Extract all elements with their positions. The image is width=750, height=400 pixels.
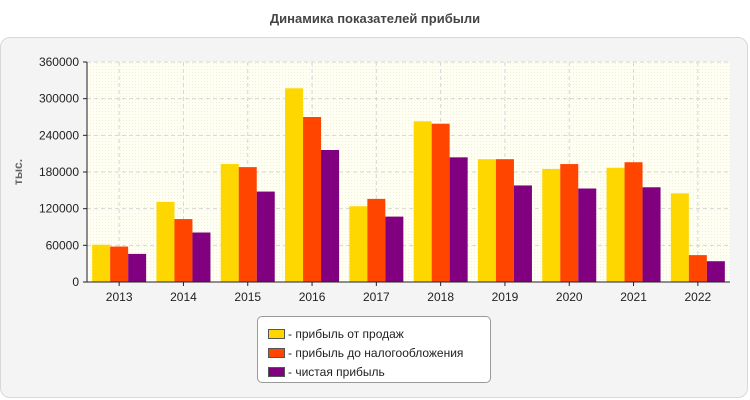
- x-tick-label: 2019: [492, 290, 519, 304]
- bars: [92, 88, 725, 283]
- y-tick-label: 360000: [39, 55, 79, 69]
- y-tick-label: 0: [72, 275, 79, 289]
- legend-swatch-sales-profit: [268, 328, 285, 339]
- bar-2020-series-0: [542, 168, 561, 282]
- bar-2015-series-2: [256, 191, 275, 282]
- bar-2019-series-2: [513, 185, 532, 282]
- bar-2016-series-0: [285, 88, 304, 283]
- y-tick-label: 60000: [46, 238, 80, 252]
- chart-title: Динамика показателей прибыли: [269, 11, 481, 26]
- bar-2021-series-0: [606, 167, 625, 282]
- legend-label-net-profit: - чистая прибыль: [288, 364, 385, 379]
- bar-2020-series-2: [578, 188, 597, 282]
- legend-item-net-profit: - чистая прибыль: [268, 362, 490, 381]
- bar-2013-series-0: [92, 244, 111, 282]
- bar-2019-series-1: [495, 159, 514, 282]
- x-tick-label: 2016: [299, 290, 326, 304]
- bar-2013-series-2: [128, 253, 147, 282]
- bar-2014-series-2: [192, 232, 211, 282]
- legend-item-pretax-profit: - прибыль до налогообложения: [268, 343, 490, 362]
- x-tick-label: 2020: [556, 290, 583, 304]
- legend-label-pretax-profit: - прибыль до налогообложения: [288, 345, 464, 360]
- bar-2018-series-2: [449, 157, 468, 282]
- legend-swatch-net-profit: [268, 366, 285, 377]
- y-tick-label: 240000: [39, 128, 79, 142]
- x-tick-label: 2022: [684, 290, 711, 304]
- bar-2013-series-1: [110, 246, 129, 282]
- y-tick-label: 300000: [39, 92, 79, 106]
- legend: - прибыль от продаж - прибыль до налогоо…: [257, 316, 491, 383]
- bar-2014-series-0: [156, 201, 175, 282]
- legend-label-sales-profit: - прибыль от продаж: [288, 326, 404, 341]
- bar-2014-series-1: [174, 219, 193, 282]
- bar-2022-series-0: [670, 193, 689, 282]
- bar-2015-series-0: [220, 164, 239, 282]
- x-tick-label: 2021: [620, 290, 647, 304]
- bar-2017-series-2: [385, 216, 404, 282]
- x-tick-label: 2013: [106, 290, 133, 304]
- legend-swatch-pretax-profit: [268, 347, 285, 358]
- bar-2021-series-1: [624, 162, 643, 282]
- bar-2022-series-2: [706, 261, 725, 282]
- bar-2019-series-0: [477, 159, 496, 282]
- y-tick-label: 120000: [39, 202, 79, 216]
- bar-2017-series-0: [349, 206, 368, 282]
- bar-2017-series-1: [367, 198, 386, 282]
- bar-2021-series-2: [642, 187, 661, 282]
- bar-2018-series-1: [431, 123, 450, 282]
- legend-item-sales-profit: - прибыль от продаж: [268, 324, 490, 343]
- bar-2022-series-1: [688, 255, 707, 282]
- x-tick-label: 2014: [170, 290, 197, 304]
- x-tick-label: 2018: [427, 290, 454, 304]
- bar-2015-series-1: [238, 167, 257, 282]
- y-axis-label: тыс.: [11, 159, 25, 185]
- bar-2018-series-0: [413, 121, 432, 283]
- tick-labels: 0 60000 120000 180000 240000 300000 360000 2013…: [39, 55, 712, 304]
- x-tick-label: 2017: [363, 290, 390, 304]
- x-tick-label: 2015: [234, 290, 261, 304]
- bar-2016-series-1: [303, 117, 322, 282]
- bar-2020-series-1: [560, 164, 579, 282]
- bar-2016-series-2: [321, 150, 340, 282]
- y-tick-label: 180000: [39, 165, 79, 179]
